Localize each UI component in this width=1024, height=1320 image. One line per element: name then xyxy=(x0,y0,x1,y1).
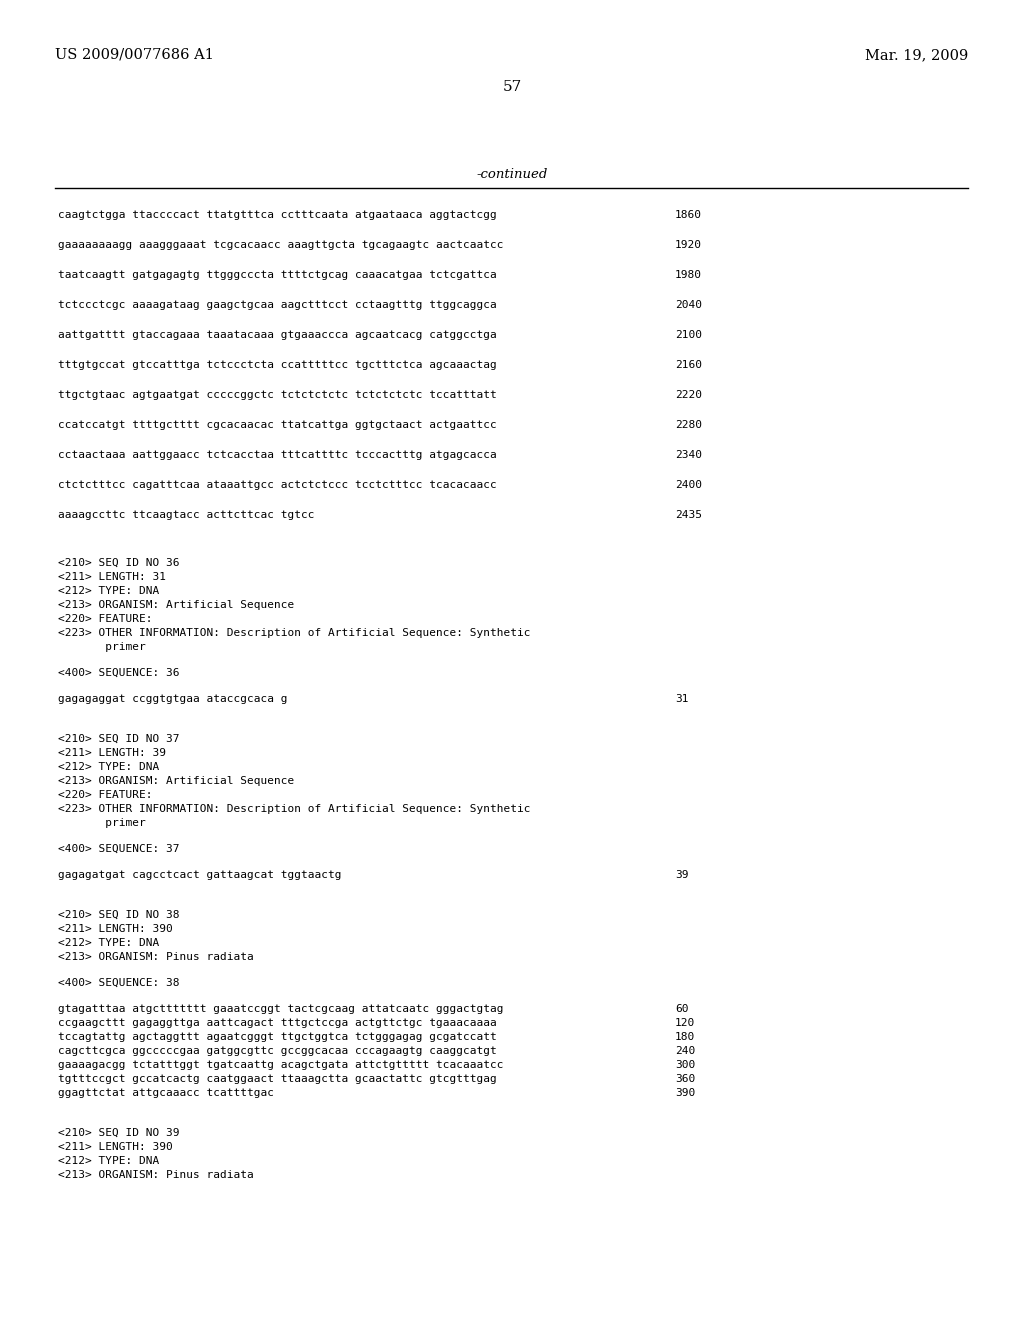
Text: cagcttcgca ggcccccgaa gatggcgttc gccggcacaa cccagaagtg caaggcatgt: cagcttcgca ggcccccgaa gatggcgttc gccggca… xyxy=(58,1045,497,1056)
Text: primer: primer xyxy=(58,642,145,652)
Text: 180: 180 xyxy=(675,1032,695,1041)
Text: 1980: 1980 xyxy=(675,271,702,280)
Text: 120: 120 xyxy=(675,1018,695,1028)
Text: gagagatgat cagcctcact gattaagcat tggtaactg: gagagatgat cagcctcact gattaagcat tggtaac… xyxy=(58,870,341,880)
Text: 1920: 1920 xyxy=(675,240,702,249)
Text: ctctctttcc cagatttcaa ataaattgcc actctctccc tcctctttcc tcacacaacc: ctctctttcc cagatttcaa ataaattgcc actctct… xyxy=(58,480,497,490)
Text: <212> TYPE: DNA: <212> TYPE: DNA xyxy=(58,762,160,772)
Text: ggagttctat attgcaaacc tcattttgac: ggagttctat attgcaaacc tcattttgac xyxy=(58,1088,274,1098)
Text: 1860: 1860 xyxy=(675,210,702,220)
Text: <212> TYPE: DNA: <212> TYPE: DNA xyxy=(58,1156,160,1166)
Text: gaaaaaaaagg aaagggaaat tcgcacaacc aaagttgcta tgcagaagtc aactcaatcc: gaaaaaaaagg aaagggaaat tcgcacaacc aaagtt… xyxy=(58,240,504,249)
Text: <220> FEATURE:: <220> FEATURE: xyxy=(58,614,153,624)
Text: aaaagccttc ttcaagtacc acttcttcac tgtcc: aaaagccttc ttcaagtacc acttcttcac tgtcc xyxy=(58,510,314,520)
Text: tccagtattg agctaggttt agaatcgggt ttgctggtca tctgggagag gcgatccatt: tccagtattg agctaggttt agaatcgggt ttgctgg… xyxy=(58,1032,497,1041)
Text: <220> FEATURE:: <220> FEATURE: xyxy=(58,789,153,800)
Text: <211> LENGTH: 390: <211> LENGTH: 390 xyxy=(58,924,173,935)
Text: <400> SEQUENCE: 36: <400> SEQUENCE: 36 xyxy=(58,668,179,678)
Text: primer: primer xyxy=(58,818,145,828)
Text: <213> ORGANISM: Pinus radiata: <213> ORGANISM: Pinus radiata xyxy=(58,952,254,962)
Text: <210> SEQ ID NO 38: <210> SEQ ID NO 38 xyxy=(58,909,179,920)
Text: ccatccatgt ttttgctttt cgcacaacac ttatcattga ggtgctaact actgaattcc: ccatccatgt ttttgctttt cgcacaacac ttatcat… xyxy=(58,420,497,430)
Text: <400> SEQUENCE: 37: <400> SEQUENCE: 37 xyxy=(58,843,179,854)
Text: gagagaggat ccggtgtgaa ataccgcaca g: gagagaggat ccggtgtgaa ataccgcaca g xyxy=(58,694,288,704)
Text: tctccctcgc aaaagataag gaagctgcaa aagctttcct cctaagtttg ttggcaggca: tctccctcgc aaaagataag gaagctgcaa aagcttt… xyxy=(58,300,497,310)
Text: caagtctgga ttaccccact ttatgtttca cctttcaata atgaataaca aggtactcgg: caagtctgga ttaccccact ttatgtttca cctttca… xyxy=(58,210,497,220)
Text: 57: 57 xyxy=(503,81,521,94)
Text: 2160: 2160 xyxy=(675,360,702,370)
Text: <211> LENGTH: 39: <211> LENGTH: 39 xyxy=(58,748,166,758)
Text: 2340: 2340 xyxy=(675,450,702,459)
Text: <211> LENGTH: 390: <211> LENGTH: 390 xyxy=(58,1142,173,1152)
Text: <223> OTHER INFORMATION: Description of Artificial Sequence: Synthetic: <223> OTHER INFORMATION: Description of … xyxy=(58,804,530,814)
Text: 2280: 2280 xyxy=(675,420,702,430)
Text: <213> ORGANISM: Artificial Sequence: <213> ORGANISM: Artificial Sequence xyxy=(58,601,294,610)
Text: gtagatttaa atgcttttttt gaaatccggt tactcgcaag attatcaatc gggactgtag: gtagatttaa atgcttttttt gaaatccggt tactcg… xyxy=(58,1005,504,1014)
Text: Mar. 19, 2009: Mar. 19, 2009 xyxy=(864,48,968,62)
Text: <210> SEQ ID NO 39: <210> SEQ ID NO 39 xyxy=(58,1129,179,1138)
Text: <211> LENGTH: 31: <211> LENGTH: 31 xyxy=(58,572,166,582)
Text: <210> SEQ ID NO 37: <210> SEQ ID NO 37 xyxy=(58,734,179,744)
Text: -continued: -continued xyxy=(476,168,548,181)
Text: gaaaagacgg tctatttggt tgatcaattg acagctgata attctgttttt tcacaaatcc: gaaaagacgg tctatttggt tgatcaattg acagctg… xyxy=(58,1060,504,1071)
Text: <213> ORGANISM: Pinus radiata: <213> ORGANISM: Pinus radiata xyxy=(58,1170,254,1180)
Text: tgtttccgct gccatcactg caatggaact ttaaagctta gcaactattc gtcgtttgag: tgtttccgct gccatcactg caatggaact ttaaagc… xyxy=(58,1074,497,1084)
Text: US 2009/0077686 A1: US 2009/0077686 A1 xyxy=(55,48,214,62)
Text: <213> ORGANISM: Artificial Sequence: <213> ORGANISM: Artificial Sequence xyxy=(58,776,294,785)
Text: <212> TYPE: DNA: <212> TYPE: DNA xyxy=(58,586,160,597)
Text: 2100: 2100 xyxy=(675,330,702,341)
Text: <212> TYPE: DNA: <212> TYPE: DNA xyxy=(58,939,160,948)
Text: 2400: 2400 xyxy=(675,480,702,490)
Text: 2220: 2220 xyxy=(675,389,702,400)
Text: 2040: 2040 xyxy=(675,300,702,310)
Text: tttgtgccat gtccatttga tctccctcta ccatttttcc tgctttctca agcaaactag: tttgtgccat gtccatttga tctccctcta ccatttt… xyxy=(58,360,497,370)
Text: ttgctgtaac agtgaatgat cccccggctc tctctctctc tctctctctc tccatttatt: ttgctgtaac agtgaatgat cccccggctc tctctct… xyxy=(58,389,497,400)
Text: <223> OTHER INFORMATION: Description of Artificial Sequence: Synthetic: <223> OTHER INFORMATION: Description of … xyxy=(58,628,530,638)
Text: <210> SEQ ID NO 36: <210> SEQ ID NO 36 xyxy=(58,558,179,568)
Text: 390: 390 xyxy=(675,1088,695,1098)
Text: aattgatttt gtaccagaaa taaatacaaa gtgaaaccca agcaatcacg catggcctga: aattgatttt gtaccagaaa taaatacaaa gtgaaac… xyxy=(58,330,497,341)
Text: ccgaagcttt gagaggttga aattcagact tttgctccga actgttctgc tgaaacaaaa: ccgaagcttt gagaggttga aattcagact tttgctc… xyxy=(58,1018,497,1028)
Text: 31: 31 xyxy=(675,694,688,704)
Text: 300: 300 xyxy=(675,1060,695,1071)
Text: 240: 240 xyxy=(675,1045,695,1056)
Text: cctaactaaa aattggaacc tctcacctaa tttcattttc tcccactttg atgagcacca: cctaactaaa aattggaacc tctcacctaa tttcatt… xyxy=(58,450,497,459)
Text: 39: 39 xyxy=(675,870,688,880)
Text: 60: 60 xyxy=(675,1005,688,1014)
Text: 2435: 2435 xyxy=(675,510,702,520)
Text: taatcaagtt gatgagagtg ttgggcccta ttttctgcag caaacatgaa tctcgattca: taatcaagtt gatgagagtg ttgggcccta ttttctg… xyxy=(58,271,497,280)
Text: 360: 360 xyxy=(675,1074,695,1084)
Text: <400> SEQUENCE: 38: <400> SEQUENCE: 38 xyxy=(58,978,179,987)
